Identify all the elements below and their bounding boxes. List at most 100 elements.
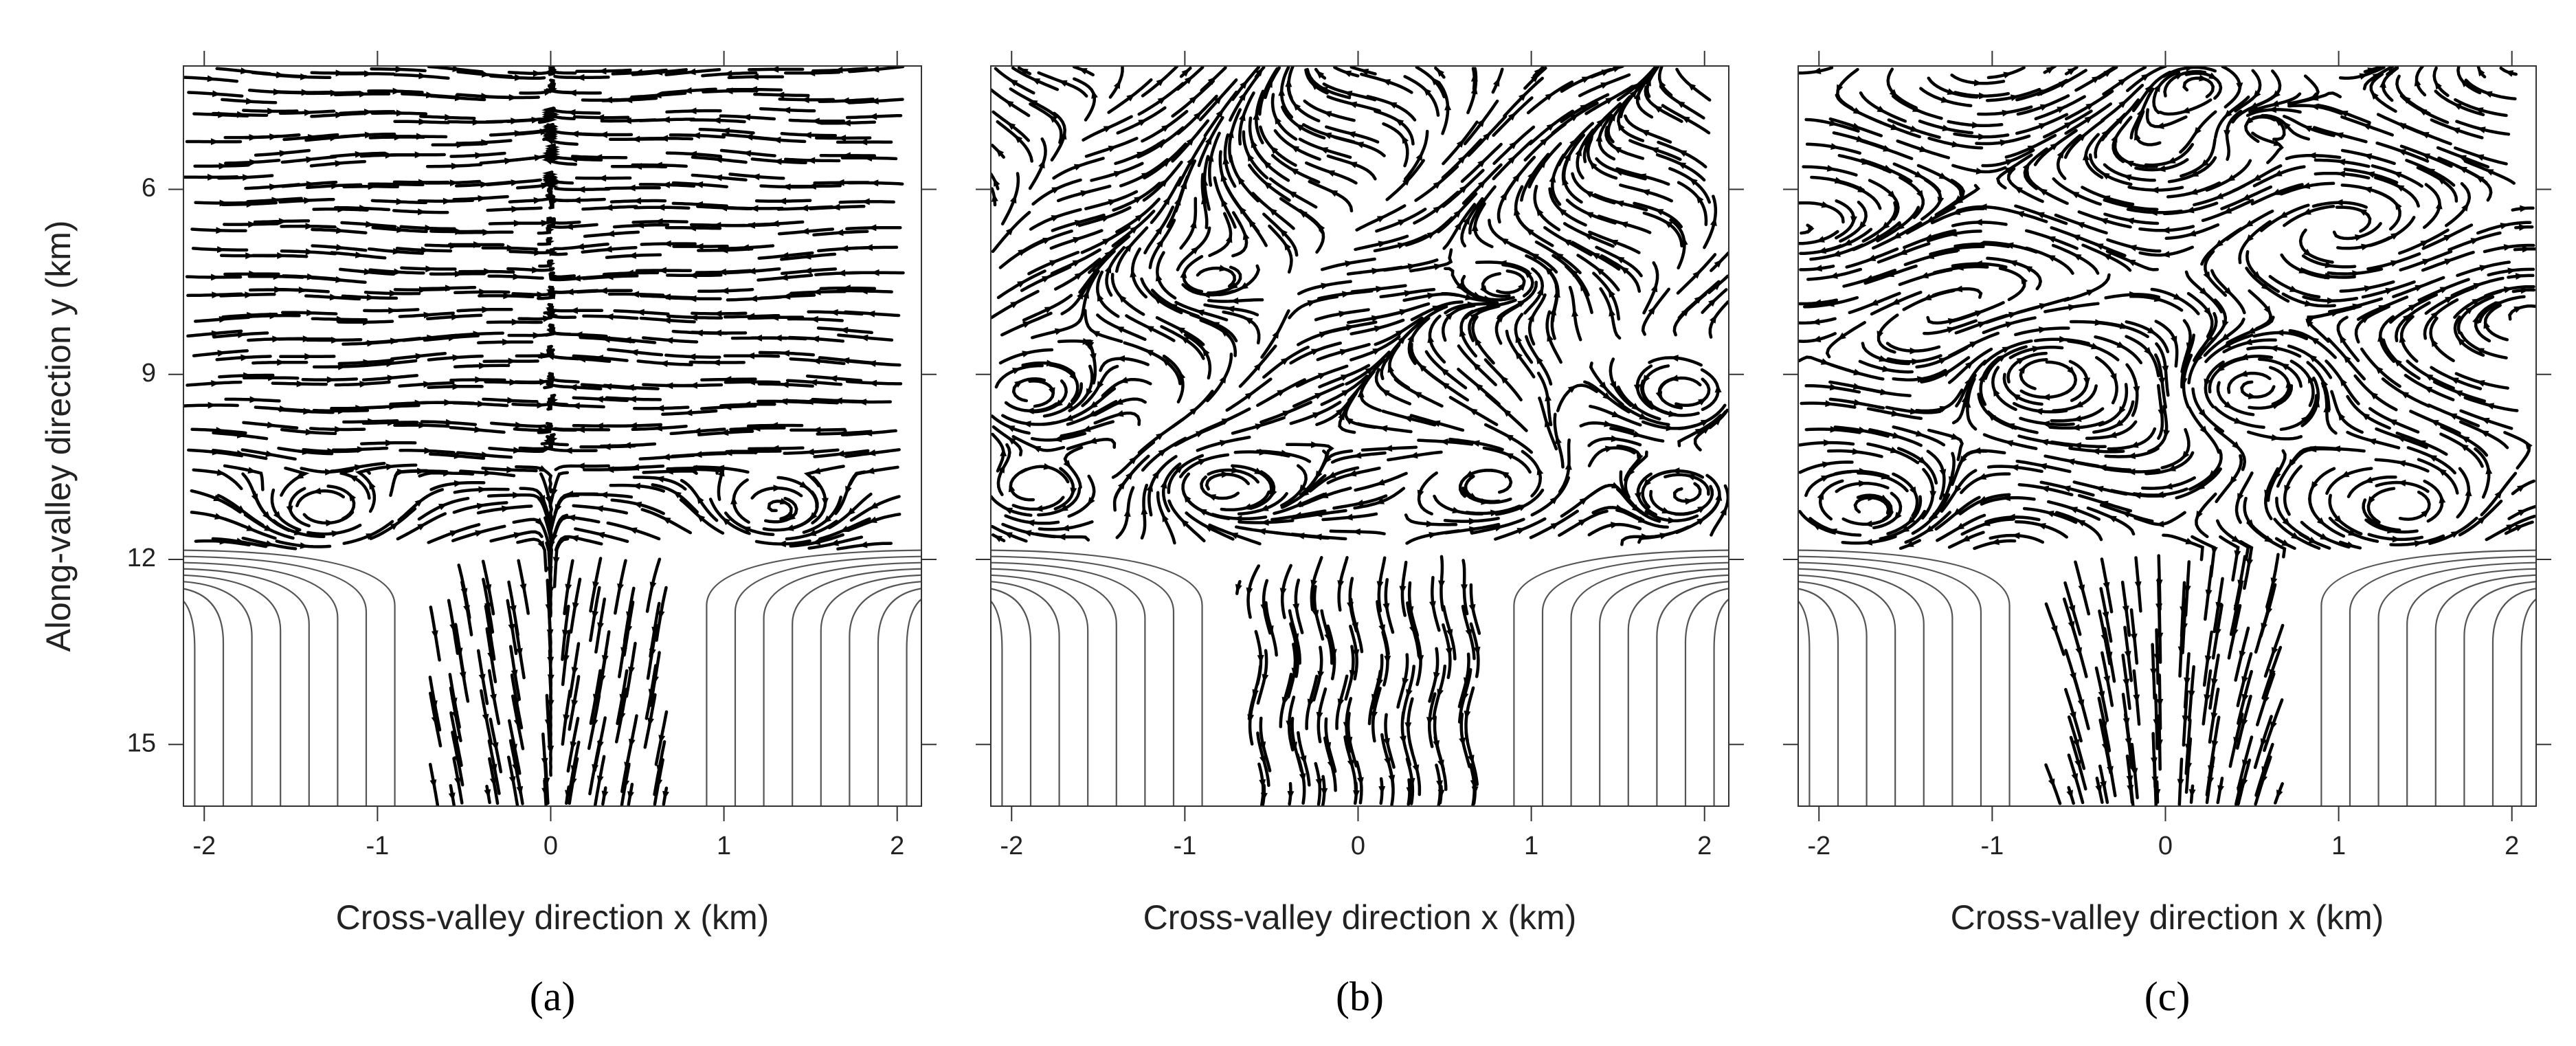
- arrowhead: [2347, 541, 2355, 548]
- arrowhead: [336, 243, 345, 251]
- arrowhead: [2220, 333, 2230, 342]
- arrowhead: [868, 516, 877, 523]
- streamline: [2360, 347, 2401, 388]
- arrowhead: [653, 424, 663, 432]
- arrowhead: [576, 186, 585, 193]
- arrowhead: [1504, 434, 1514, 442]
- streamline: [2098, 383, 2129, 427]
- arrowhead: [247, 467, 257, 474]
- arrowhead: [513, 273, 522, 280]
- streamline: [2113, 142, 2158, 168]
- arrowhead: [1431, 420, 1441, 427]
- arrowhead: [2181, 107, 2191, 114]
- arrowhead: [1417, 655, 1424, 664]
- arrowhead: [1820, 358, 1830, 365]
- arrowhead: [748, 295, 758, 302]
- arrowhead: [1830, 425, 1839, 433]
- arrowhead: [2153, 295, 2163, 302]
- arrowhead: [515, 647, 523, 657]
- arrowhead: [1579, 497, 1588, 505]
- arrowhead: [2284, 485, 2291, 494]
- arrowhead: [623, 779, 630, 789]
- arrowhead: [1973, 219, 1982, 226]
- arrowhead: [991, 193, 998, 202]
- arrowhead: [1973, 260, 1982, 267]
- arrowhead: [777, 540, 786, 548]
- arrowhead: [385, 463, 395, 471]
- arrowhead: [2430, 338, 2439, 347]
- arrowhead: [2153, 654, 2161, 663]
- arrowhead: [1825, 400, 1834, 408]
- arrowhead: [1247, 153, 1255, 162]
- arrowhead: [811, 118, 820, 125]
- arrowhead: [1049, 387, 1055, 397]
- arrowhead: [2050, 625, 2058, 634]
- arrowhead: [2289, 285, 2298, 292]
- arrowhead: [1194, 111, 1202, 120]
- arrowhead: [2354, 234, 2364, 241]
- arrowhead: [212, 90, 221, 98]
- arrowhead: [2282, 518, 2291, 526]
- arrowhead: [2223, 207, 2232, 214]
- arrowhead: [390, 337, 399, 345]
- x-tick-label: 2: [890, 832, 904, 860]
- terrain-contour: [183, 568, 310, 806]
- arrowhead: [1571, 308, 1579, 317]
- arrowhead: [661, 116, 670, 124]
- arrowhead: [1326, 170, 1336, 177]
- arrowhead: [1155, 432, 1165, 441]
- arrowhead: [2110, 372, 2117, 382]
- arrowhead: [1828, 528, 1838, 535]
- arrowhead: [511, 179, 519, 186]
- arrowhead: [1829, 272, 1838, 279]
- arrowhead: [829, 309, 838, 316]
- arrowhead: [2270, 577, 2278, 587]
- arrowhead: [2241, 194, 2251, 201]
- arrowhead: [306, 156, 315, 164]
- arrowhead: [1643, 478, 1652, 488]
- arrowhead: [1134, 196, 1143, 204]
- arrowhead: [396, 109, 405, 117]
- arrowhead: [2011, 532, 2020, 539]
- arrowhead: [2016, 357, 2026, 365]
- arrowhead: [478, 674, 486, 683]
- arrowhead: [1382, 603, 1390, 612]
- arrowhead: [1527, 313, 1534, 322]
- arrowhead: [1426, 717, 1433, 726]
- arrowhead: [2103, 581, 2110, 591]
- arrowhead: [2206, 334, 2214, 343]
- arrowhead: [2155, 491, 2164, 498]
- arrowhead: [572, 274, 581, 282]
- arrowhead: [1504, 453, 1514, 460]
- arrowhead: [2075, 222, 2085, 229]
- arrowhead: [1710, 217, 1717, 226]
- arrowhead: [1867, 254, 1877, 261]
- arrowhead: [659, 360, 668, 368]
- terrain-contour: [2377, 561, 2536, 806]
- arrowhead: [1686, 474, 1695, 481]
- arrowhead: [2393, 171, 2402, 179]
- arrowhead: [531, 116, 540, 124]
- arrowhead: [564, 790, 572, 799]
- arrowhead: [2162, 365, 2169, 375]
- terrain-contour: [991, 561, 1146, 806]
- arrowhead: [1259, 504, 1269, 511]
- arrowhead: [2038, 123, 2048, 130]
- arrowhead: [2313, 399, 2320, 408]
- arrowhead: [392, 247, 401, 255]
- arrowhead: [2480, 417, 2490, 425]
- arrowhead: [2424, 374, 2434, 381]
- arrowhead: [237, 331, 247, 339]
- arrowhead: [2074, 401, 2083, 408]
- arrowhead: [546, 376, 555, 383]
- arrowhead: [1595, 133, 1603, 142]
- arrowhead: [1433, 205, 1442, 214]
- panel-caption: (c): [2144, 974, 2191, 1019]
- arrowhead: [2364, 476, 2373, 483]
- arrowhead: [631, 291, 640, 298]
- arrowhead: [799, 204, 809, 212]
- arrowhead: [1431, 76, 1440, 86]
- arrowhead: [1104, 264, 1112, 274]
- arrowhead: [717, 268, 727, 276]
- streamline: [1915, 388, 1964, 413]
